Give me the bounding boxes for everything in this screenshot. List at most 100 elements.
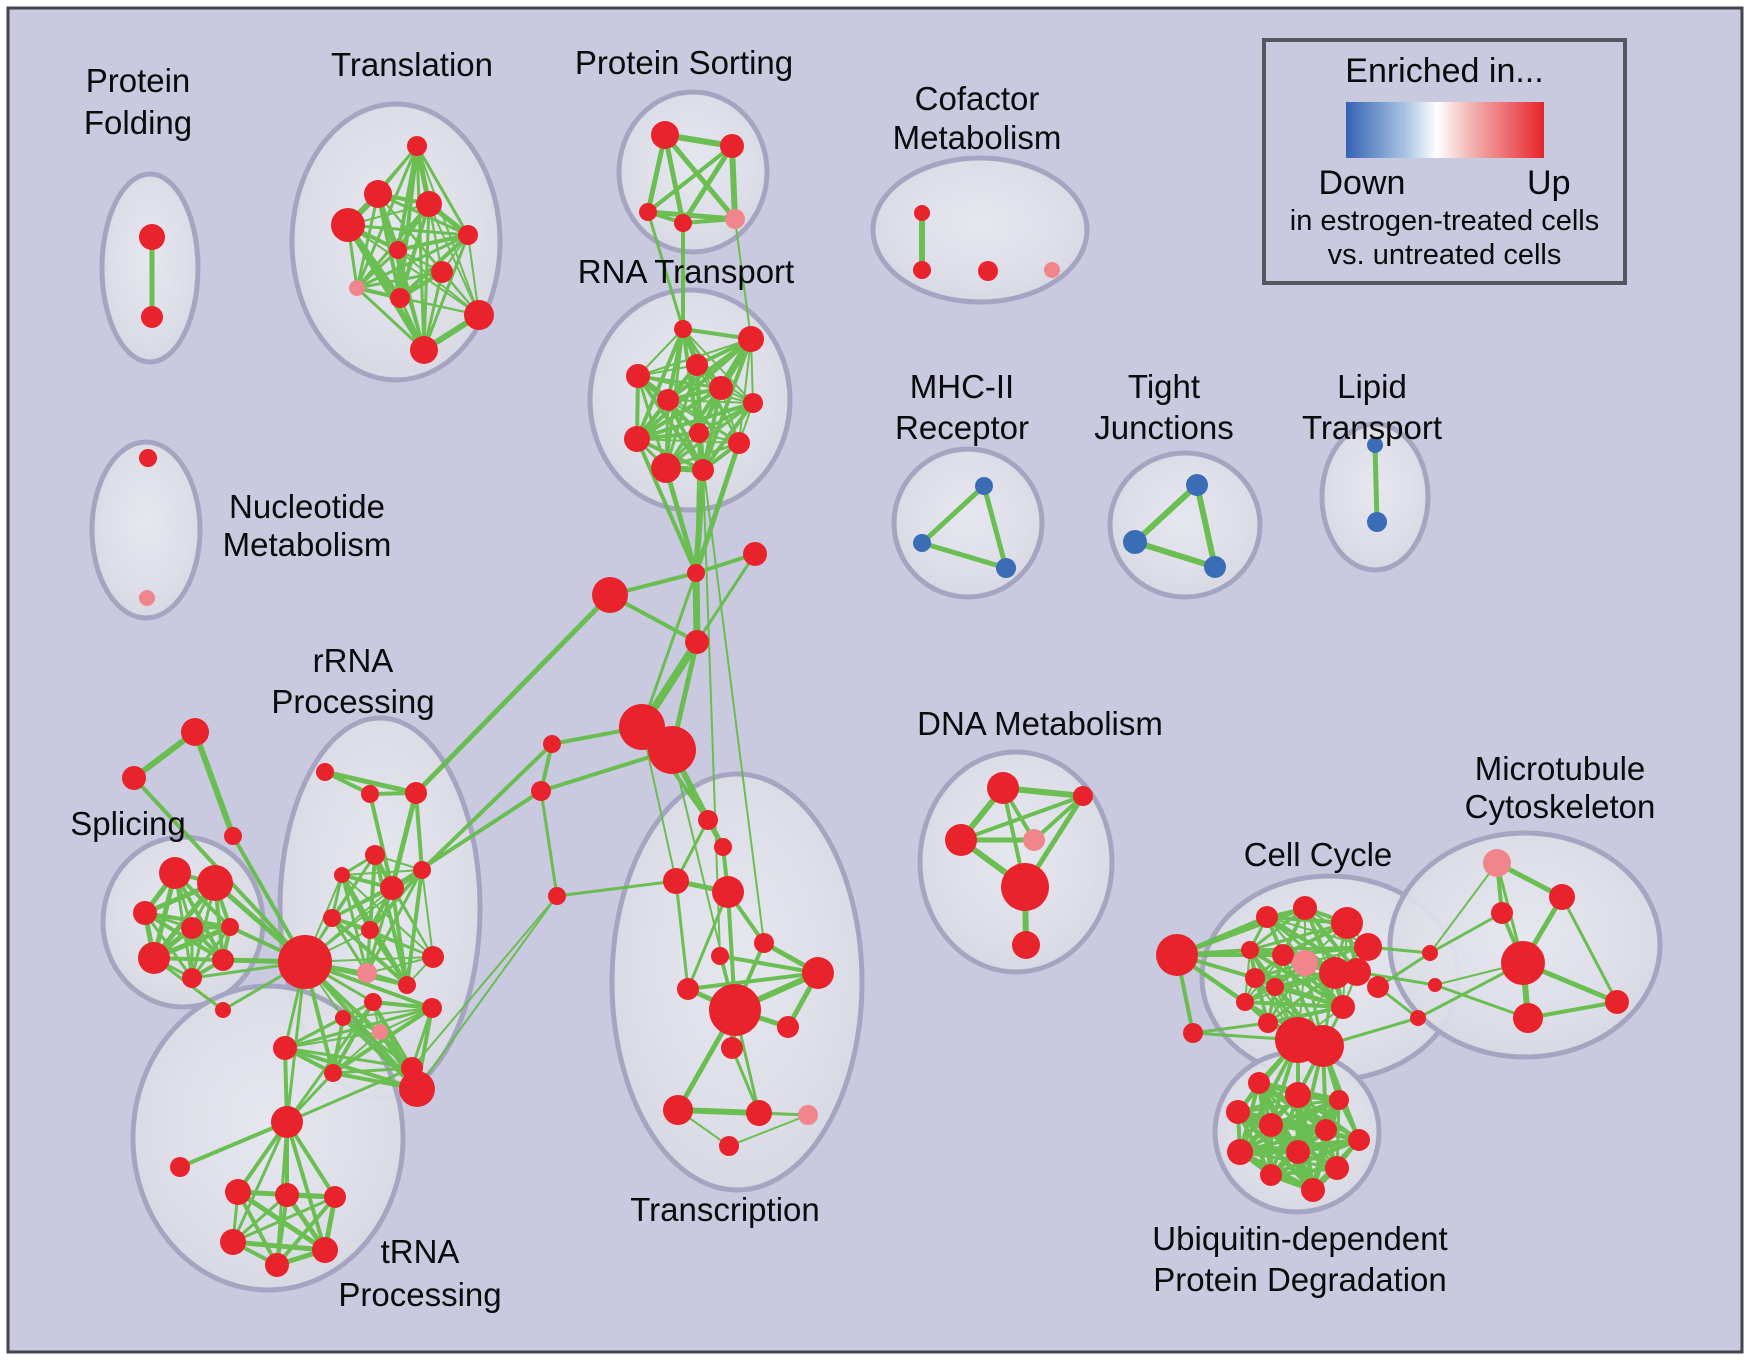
- node-PF2: [141, 306, 163, 328]
- node-D4: [1023, 829, 1045, 851]
- node-MT4: [1501, 941, 1545, 985]
- edge: [236, 1190, 279, 1267]
- node-CC6: [1272, 944, 1294, 966]
- node-R9: [361, 921, 379, 939]
- node-L3: [548, 887, 566, 905]
- node-PS2: [720, 134, 744, 158]
- node-T9: [390, 288, 410, 308]
- cluster-microtubule-cytoskeleton-label-line2: Cytoskeleton: [1465, 788, 1656, 825]
- node-PS4: [674, 214, 692, 232]
- edge: [414, 791, 424, 872]
- cluster-trna-processing-label-line2: Processing: [338, 1276, 501, 1313]
- cluster-cofactor-metabolism-label-line1: Cofactor: [915, 80, 1040, 117]
- cluster-protein-sorting-label-line1: Protein Sorting: [575, 44, 793, 81]
- node-NM2: [139, 590, 155, 606]
- node-C4: [685, 630, 709, 654]
- node-R14: [422, 998, 442, 1018]
- node-MT5: [1605, 990, 1629, 1014]
- node-CC4: [1354, 933, 1382, 961]
- legend-down-label: Down: [1318, 164, 1406, 202]
- edge: [662, 132, 738, 222]
- edge: [275, 1195, 337, 1267]
- node-U4: [1226, 1100, 1250, 1124]
- node-R12: [422, 946, 444, 968]
- cluster-translation-label-line1: Translation: [331, 46, 493, 83]
- edge: [331, 1066, 414, 1075]
- cluster-ubiquitin-degradation-label-line2: Protein Degradation: [1153, 1261, 1447, 1298]
- node-R3: [405, 782, 427, 804]
- edge: [1266, 1005, 1345, 1025]
- node-TR1: [698, 810, 718, 830]
- node-LT1: [1367, 437, 1383, 453]
- node-CM3: [978, 261, 998, 281]
- node-RT8: [689, 423, 709, 443]
- node-RT5: [709, 376, 733, 400]
- edge: [667, 399, 754, 404]
- edge: [636, 438, 740, 444]
- node-U12: [1301, 1178, 1325, 1202]
- edge: [416, 145, 480, 316]
- node-CC13: [1236, 993, 1254, 1011]
- edge: [231, 1195, 337, 1244]
- node-D2: [1073, 786, 1093, 806]
- edge: [686, 890, 730, 991]
- edge: [415, 144, 470, 237]
- node-TR2: [714, 838, 732, 856]
- node-TR5: [754, 933, 774, 953]
- node-CC9: [1343, 958, 1371, 986]
- edge: [981, 483, 1009, 571]
- node-X1: [181, 718, 209, 746]
- node-L2: [531, 781, 551, 801]
- node-RT2: [738, 326, 764, 352]
- node-CC15: [1183, 1023, 1203, 1043]
- node-MT3: [1491, 902, 1513, 924]
- node-Q3: [324, 1186, 346, 1208]
- edge: [192, 729, 236, 839]
- edge: [398, 202, 431, 300]
- node-Q4: [220, 1229, 246, 1255]
- node-Q2: [275, 1183, 299, 1207]
- node-R4: [365, 845, 385, 865]
- edge: [635, 401, 755, 441]
- node-U7: [1348, 1129, 1370, 1151]
- edge: [686, 971, 820, 991]
- edge: [1132, 482, 1200, 545]
- nodes: [122, 121, 1629, 1277]
- cluster-cell-cycle-label-line1: Cell Cycle: [1244, 836, 1393, 873]
- edge: [680, 143, 735, 226]
- edge: [1428, 911, 1504, 955]
- edge: [1433, 983, 1530, 1020]
- node-CC3: [1331, 907, 1363, 939]
- node-U6: [1315, 1119, 1337, 1141]
- node-T11: [410, 336, 438, 364]
- edge: [1269, 1098, 1341, 1177]
- edge: [919, 483, 987, 546]
- node-TJ2: [1123, 530, 1147, 554]
- node-R2: [361, 785, 379, 803]
- cluster-labels: Protein Folding Translation Protein Sorting…: [70, 44, 1655, 1313]
- node-CCB2: [1428, 978, 1442, 992]
- node-T7: [431, 261, 453, 283]
- node-S2: [197, 865, 233, 901]
- node-RT3: [686, 354, 708, 376]
- legend: Enriched in... Down Up in estrogen-treat…: [1262, 38, 1627, 285]
- cluster-nucleotide-metabolism-ellipse: [89, 439, 203, 621]
- node-Q1: [225, 1179, 251, 1205]
- edge: [636, 374, 705, 472]
- node-R7: [413, 861, 431, 879]
- node-CC5: [1241, 941, 1259, 959]
- node-L1: [543, 735, 561, 753]
- node-S4: [181, 917, 203, 939]
- edge: [959, 794, 1085, 842]
- edge: [555, 879, 678, 898]
- edge: [701, 401, 755, 472]
- edge: [330, 916, 369, 975]
- edge: [231, 1120, 289, 1244]
- node-U11: [1260, 1164, 1282, 1186]
- cluster-transcription-label-line1: Transcription: [630, 1191, 820, 1228]
- node-PS1: [651, 121, 679, 149]
- node-TR12: [746, 1100, 772, 1126]
- edge: [389, 790, 419, 891]
- node-R18: [372, 1024, 388, 1040]
